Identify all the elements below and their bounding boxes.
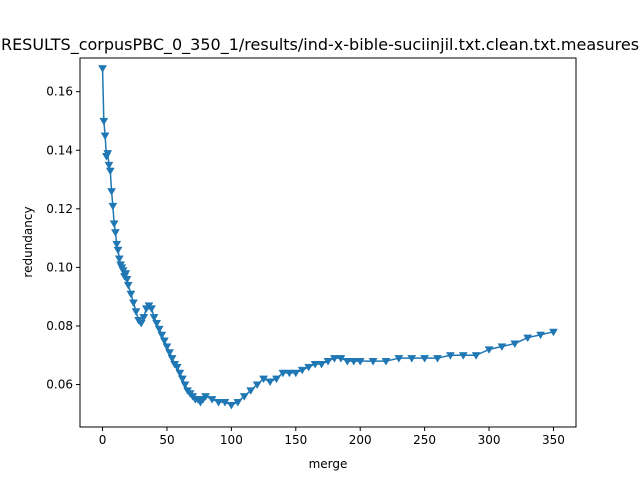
data-point-marker bbox=[549, 328, 558, 337]
data-point-marker bbox=[107, 188, 117, 196]
data-point-marker bbox=[433, 355, 442, 363]
y-tick-label: 0.16 bbox=[46, 85, 73, 99]
data-point-marker bbox=[394, 355, 404, 363]
data-point-marker bbox=[336, 355, 346, 363]
y-axis: 0.06 0.08 0.10 0.12 0.14 0.16 bbox=[46, 85, 80, 392]
x-tick-label: 150 bbox=[284, 433, 307, 447]
data-point-marker bbox=[342, 358, 352, 366]
y-tick-label: 0.14 bbox=[46, 143, 73, 157]
data-point-marker bbox=[175, 369, 185, 378]
data-point-marker bbox=[131, 308, 141, 316]
data-point-marker bbox=[355, 358, 365, 366]
data-point-marker bbox=[445, 352, 455, 360]
x-tick-label: 300 bbox=[478, 433, 501, 447]
x-tick-label: 100 bbox=[220, 433, 243, 447]
axes-frame bbox=[79, 57, 577, 428]
data-point-marker bbox=[136, 319, 146, 328]
data-point-marker bbox=[110, 229, 120, 237]
data-point-marker bbox=[349, 358, 359, 366]
data-point-marker bbox=[157, 331, 167, 340]
data-point-marker bbox=[310, 360, 320, 369]
data-point-marker bbox=[246, 387, 256, 395]
x-axis-label: merge bbox=[309, 457, 348, 471]
data-point-marker bbox=[510, 340, 520, 349]
data-point-marker bbox=[471, 352, 481, 360]
data-point-marker bbox=[108, 202, 118, 211]
y-axis-label: redundancy bbox=[21, 206, 35, 277]
data-point-marker bbox=[149, 314, 159, 322]
data-point-marker bbox=[147, 305, 156, 313]
data-point-marker bbox=[121, 270, 131, 278]
data-point-marker bbox=[105, 167, 115, 176]
data-point-marker bbox=[214, 399, 223, 407]
data-point-marker bbox=[162, 343, 172, 351]
data-point-marker bbox=[239, 393, 249, 401]
x-tick-label: 200 bbox=[349, 433, 372, 447]
data-point-marker bbox=[126, 290, 136, 299]
data-point-marker bbox=[458, 352, 468, 360]
data-point-marker bbox=[330, 355, 339, 363]
x-tick-label: 250 bbox=[413, 433, 436, 447]
data-point-marker bbox=[252, 381, 262, 390]
data-point-marker bbox=[167, 355, 177, 363]
data-point-marker bbox=[304, 363, 314, 372]
data-point-marker bbox=[291, 369, 301, 378]
data-point-marker bbox=[484, 346, 494, 354]
data-point-marker bbox=[259, 375, 269, 384]
data-point-marker bbox=[180, 381, 190, 390]
data-point-marker bbox=[272, 375, 281, 384]
data-point-marker bbox=[113, 246, 123, 255]
data-point-marker bbox=[122, 276, 132, 284]
x-tick-label: 50 bbox=[159, 433, 174, 447]
data-point-marker bbox=[165, 349, 174, 357]
x-axis: 0 50 100 150 200 250 300 350 bbox=[99, 427, 565, 447]
data-point-marker bbox=[159, 337, 169, 346]
data-point-marker bbox=[98, 65, 107, 73]
data-point-marker bbox=[420, 355, 430, 363]
data-point-marker bbox=[278, 369, 288, 378]
data-point-marker bbox=[284, 369, 294, 378]
data-point-marker bbox=[265, 378, 275, 387]
y-tick-label: 0.10 bbox=[46, 260, 73, 274]
y-tick-label: 0.08 bbox=[46, 319, 73, 333]
y-tick-label: 0.06 bbox=[46, 378, 73, 392]
y-tick-label: 0.12 bbox=[46, 202, 73, 216]
data-point-marker bbox=[207, 396, 217, 404]
data-point-marker bbox=[109, 220, 119, 228]
data-point-marker bbox=[129, 299, 138, 308]
data-point-marker bbox=[407, 355, 417, 363]
chart-title: RESULTS_corpusPBC_0_350_1/results/ind-x-… bbox=[0, 35, 640, 54]
data-point-marker bbox=[100, 132, 110, 141]
data-point-marker bbox=[323, 358, 333, 366]
data-point-marker bbox=[523, 334, 533, 343]
x-tick-label: 350 bbox=[542, 433, 565, 447]
data-point-marker bbox=[536, 331, 546, 340]
plot-area bbox=[98, 65, 558, 410]
data-point-marker bbox=[226, 401, 236, 410]
data-point-marker bbox=[381, 358, 391, 366]
data-point-marker bbox=[154, 325, 164, 334]
data-point-marker bbox=[123, 281, 133, 290]
data-point-marker bbox=[317, 360, 326, 369]
data-point-marker bbox=[497, 343, 507, 351]
data-point-marker bbox=[99, 117, 109, 126]
data-point-marker bbox=[201, 393, 211, 401]
data-point-marker bbox=[297, 366, 307, 375]
data-point-marker bbox=[172, 363, 182, 372]
data-point-marker bbox=[152, 319, 162, 328]
data-point-marker bbox=[103, 150, 113, 158]
data-point-marker bbox=[112, 240, 122, 249]
data-point-marker bbox=[104, 161, 114, 170]
data-point-marker bbox=[220, 399, 230, 407]
x-tick-label: 0 bbox=[99, 433, 107, 447]
data-point-marker bbox=[233, 399, 243, 407]
data-point-marker bbox=[139, 314, 149, 322]
data-point-marker bbox=[114, 255, 124, 264]
data-point-marker bbox=[177, 375, 187, 384]
data-point-marker bbox=[368, 358, 378, 366]
